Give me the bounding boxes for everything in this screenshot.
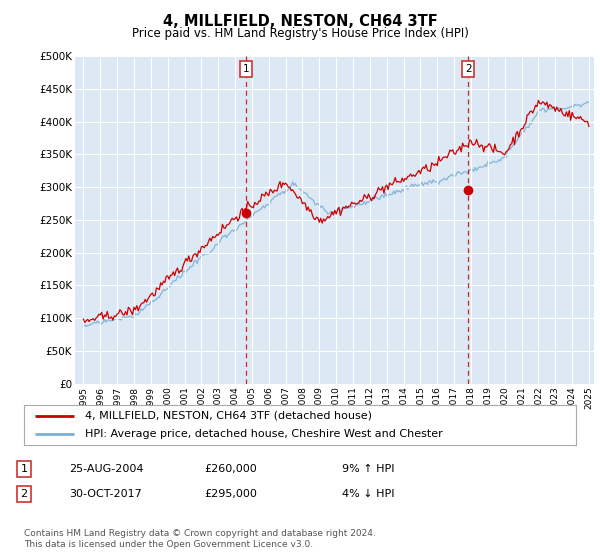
Text: 1: 1 bbox=[242, 64, 249, 74]
Text: 2: 2 bbox=[20, 489, 28, 499]
Text: £260,000: £260,000 bbox=[204, 464, 257, 474]
Text: 4, MILLFIELD, NESTON, CH64 3TF (detached house): 4, MILLFIELD, NESTON, CH64 3TF (detached… bbox=[85, 411, 372, 421]
Text: 4% ↓ HPI: 4% ↓ HPI bbox=[342, 489, 395, 499]
Text: Price paid vs. HM Land Registry's House Price Index (HPI): Price paid vs. HM Land Registry's House … bbox=[131, 27, 469, 40]
Text: 2: 2 bbox=[465, 64, 472, 74]
Text: 30-OCT-2017: 30-OCT-2017 bbox=[69, 489, 142, 499]
Text: 25-AUG-2004: 25-AUG-2004 bbox=[69, 464, 143, 474]
Text: HPI: Average price, detached house, Cheshire West and Chester: HPI: Average price, detached house, Ches… bbox=[85, 430, 442, 439]
Text: 9% ↑ HPI: 9% ↑ HPI bbox=[342, 464, 395, 474]
Text: Contains HM Land Registry data © Crown copyright and database right 2024.
This d: Contains HM Land Registry data © Crown c… bbox=[24, 529, 376, 549]
Text: £295,000: £295,000 bbox=[204, 489, 257, 499]
Text: 1: 1 bbox=[20, 464, 28, 474]
Text: 4, MILLFIELD, NESTON, CH64 3TF: 4, MILLFIELD, NESTON, CH64 3TF bbox=[163, 14, 437, 29]
